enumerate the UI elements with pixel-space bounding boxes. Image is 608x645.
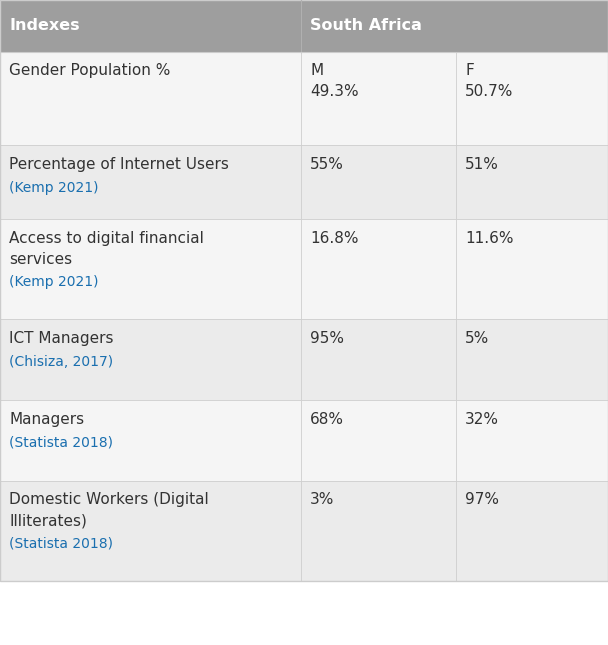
Text: 5%: 5% <box>465 331 489 346</box>
Text: (Chisiza, 2017): (Chisiza, 2017) <box>9 355 113 369</box>
Text: Domestic Workers (Digital
Illiterates): Domestic Workers (Digital Illiterates) <box>9 492 209 528</box>
Bar <box>301 319 456 400</box>
Text: 11.6%: 11.6% <box>465 231 514 246</box>
Text: South Africa: South Africa <box>310 18 422 34</box>
Text: Managers: Managers <box>9 412 85 426</box>
Bar <box>0 400 301 481</box>
Bar <box>301 481 456 580</box>
Text: (Statista 2018): (Statista 2018) <box>9 537 113 551</box>
Text: (Kemp 2021): (Kemp 2021) <box>9 275 98 290</box>
Bar <box>0 52 301 145</box>
Text: (Kemp 2021): (Kemp 2021) <box>9 181 98 195</box>
Bar <box>456 145 608 219</box>
Bar <box>456 219 608 319</box>
Text: 3%: 3% <box>310 492 334 507</box>
Bar <box>456 400 608 481</box>
Text: 51%: 51% <box>465 157 499 172</box>
Bar <box>301 145 456 219</box>
Bar <box>301 219 456 319</box>
Text: 55%: 55% <box>310 157 344 172</box>
Text: Indexes: Indexes <box>9 18 80 34</box>
Bar <box>0 319 301 400</box>
Bar <box>301 400 456 481</box>
Bar <box>0 481 301 580</box>
Bar <box>456 481 608 580</box>
Bar <box>0 219 301 319</box>
Text: 32%: 32% <box>465 412 499 426</box>
Text: 95%: 95% <box>310 331 344 346</box>
Bar <box>0 145 301 219</box>
Text: 16.8%: 16.8% <box>310 231 359 246</box>
Text: ICT Managers: ICT Managers <box>9 331 114 346</box>
Text: Access to digital financial
services: Access to digital financial services <box>9 231 204 267</box>
Text: M
49.3%: M 49.3% <box>310 63 359 99</box>
Text: 97%: 97% <box>465 492 499 507</box>
Text: (Statista 2018): (Statista 2018) <box>9 435 113 450</box>
Bar <box>456 319 608 400</box>
Bar <box>0 0 608 52</box>
Text: Percentage of Internet Users: Percentage of Internet Users <box>9 157 229 172</box>
Text: Gender Population %: Gender Population % <box>9 63 170 78</box>
Text: F
50.7%: F 50.7% <box>465 63 514 99</box>
Text: 68%: 68% <box>310 412 344 426</box>
Bar <box>456 52 608 145</box>
Bar <box>301 52 456 145</box>
